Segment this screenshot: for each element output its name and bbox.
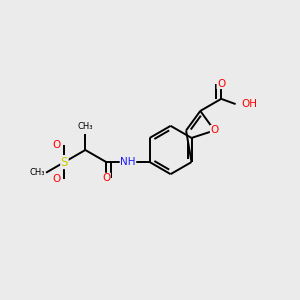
Text: O: O (210, 125, 219, 136)
Text: O: O (52, 174, 60, 184)
Text: O: O (102, 173, 110, 183)
Text: OH: OH (241, 99, 257, 109)
Text: NH: NH (120, 157, 136, 167)
Text: O: O (52, 140, 60, 150)
Text: S: S (61, 156, 68, 169)
Text: CH₃: CH₃ (29, 168, 45, 177)
Text: CH₃: CH₃ (78, 122, 93, 131)
Text: O: O (217, 79, 225, 88)
